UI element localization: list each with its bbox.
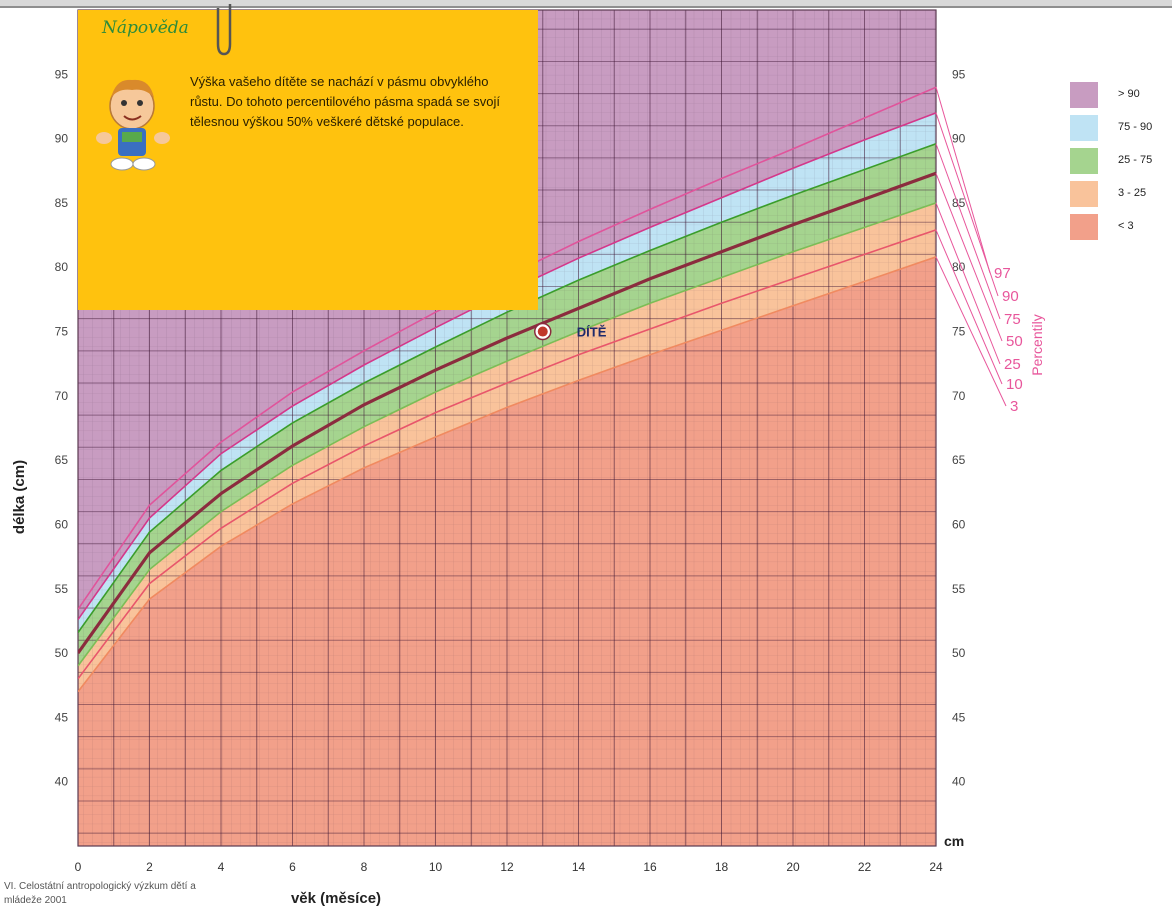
legend-item-3-25: 3 - 25 [1070,181,1165,207]
y-tick-label-left: 85 [55,196,69,210]
percentile-line-10 [78,229,936,680]
x-tick-label: 0 [75,860,82,874]
y-tick-label-left: 60 [55,517,69,531]
y-tick-label-left: 45 [55,710,69,724]
y-axis-label: délka (cm) [11,460,28,534]
y-tick-label-left: 50 [55,646,69,660]
y-tick-label-right: 95 [952,67,966,81]
x-tick-label: 10 [429,860,443,874]
legend-label: > 90 [1118,88,1140,100]
percentile-line-25 [78,202,936,667]
y-tick-label-left: 95 [55,67,69,81]
x-tick-label: 8 [361,860,368,874]
y-tick-label-right: 70 [952,389,966,403]
percentile-axis-label: Percentily [1029,314,1045,375]
percentile-tick-label: 97 [994,265,1011,282]
x-tick-label: 20 [786,860,800,874]
legend-item-75-90: 75 - 90 [1070,115,1165,141]
top-rule [0,0,1172,8]
x-tick-label: 4 [218,860,225,874]
x-tick-label: 18 [715,860,729,874]
legend-swatch [1070,115,1098,141]
legend-swatch [1070,214,1098,240]
legend-label: 75 - 90 [1118,121,1153,133]
legend-item-gt90: > 90 [1070,82,1165,108]
percentile-line-50 [78,171,936,655]
child-point [537,326,548,337]
legend-swatch [1070,181,1098,207]
x-tick-label: 2 [146,860,153,874]
paperclip-icon [216,4,232,56]
percentile-leader-line [935,229,1003,385]
x-tick-label: 12 [500,860,514,874]
source-note: VI. Celostátní antropologický výzkum dět… [4,881,196,906]
legend-item-25-75: 25 - 75 [1070,148,1165,174]
legend-swatch [1070,82,1098,108]
x-axis-label: věk (měsíce) [291,890,381,907]
y-tick-label-right: 85 [952,196,966,210]
y-tick-label-left: 75 [55,325,69,339]
x-tick-label: 16 [643,860,657,874]
y-tick-label-right: 80 [952,260,966,274]
y-tick-label-right: 40 [952,775,966,789]
y-tick-label-right: 90 [952,132,966,146]
x-tick-label: 14 [572,860,586,874]
help-tooltip: Nápověda Výška vašeho dítěte se nachází … [78,4,538,310]
y-unit-label: cm [944,833,964,849]
y-tick-label-left: 80 [55,260,69,274]
x-tick-label: 24 [929,860,943,874]
cartoon-boy-icon [96,79,170,171]
percentile-tick-label: 3 [1010,398,1018,415]
y-tick-label-left: 40 [55,775,69,789]
percentile-leader-line [935,256,1007,407]
percentile-tick-label: 75 [1004,311,1021,328]
percentile-leader-line [935,87,991,274]
y-tick-label-left: 70 [55,389,69,403]
percentile-leader-line [935,173,1003,342]
y-tick-label-right: 60 [952,517,966,531]
y-tick-label-right: 65 [952,453,966,467]
percentile-line-75 [78,143,936,633]
percentile-leader-line [935,143,1001,320]
percentile-tick-label: 25 [1004,356,1021,373]
percentile-tick-label: 50 [1006,333,1023,350]
y-tick-label-right: 55 [952,582,966,596]
percentile-leader-line [935,202,1001,365]
y-tick-label-right: 45 [952,710,966,724]
percentile-leader-line [935,112,999,297]
percentile-tick-label: 90 [1002,288,1019,305]
percentile-line-3 [78,256,936,693]
y-tick-label-right: 50 [952,646,966,660]
x-tick-label: 6 [289,860,296,874]
y-tick-label-left: 90 [55,132,69,146]
y-tick-label-left: 55 [55,582,69,596]
percentile-tick-label: 10 [1006,376,1023,393]
y-tick-label-right: 75 [952,325,966,339]
tooltip-text: Výška vašeho dítěte se nachází v pásmu o… [190,74,501,129]
tooltip-title: Nápověda [102,18,189,38]
y-tick-label-left: 65 [55,453,69,467]
legend-label: 25 - 75 [1118,154,1153,166]
legend-item-lt3: < 3 [1070,214,1165,240]
child-point-label: DÍTĚ [577,325,607,340]
legend-label: < 3 [1118,220,1134,232]
x-tick-label: 22 [858,860,872,874]
legend-label: 3 - 25 [1118,187,1147,199]
legend-swatch [1070,148,1098,174]
